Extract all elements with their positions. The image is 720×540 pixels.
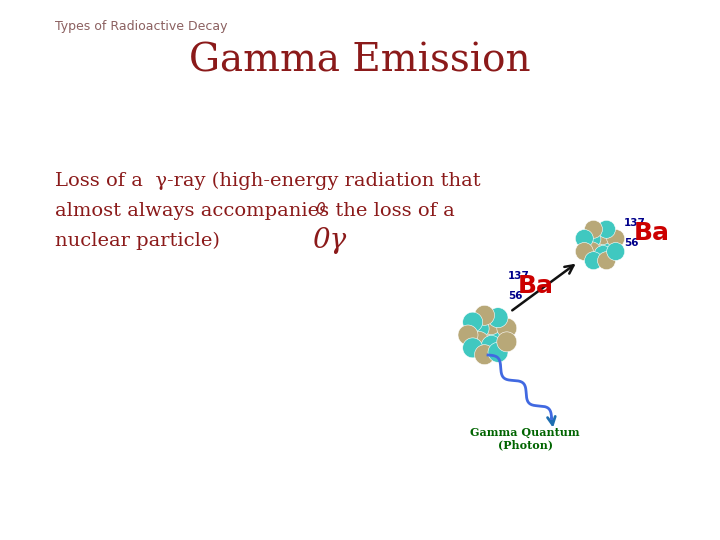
Circle shape bbox=[575, 230, 593, 247]
Circle shape bbox=[474, 305, 495, 325]
Text: almost always accompanies the loss of a: almost always accompanies the loss of a bbox=[55, 202, 455, 220]
Text: Gamma Quantum: Gamma Quantum bbox=[470, 427, 580, 437]
Text: Ba: Ba bbox=[634, 221, 670, 245]
Circle shape bbox=[474, 345, 495, 364]
Text: 56: 56 bbox=[508, 291, 523, 301]
Text: Loss of a  γ-ray (high-energy radiation that: Loss of a γ-ray (high-energy radiation t… bbox=[55, 172, 481, 190]
Circle shape bbox=[463, 338, 482, 358]
Circle shape bbox=[488, 308, 508, 328]
Text: (Photon): (Photon) bbox=[498, 440, 553, 451]
Text: 137: 137 bbox=[508, 271, 530, 281]
Circle shape bbox=[607, 242, 625, 260]
Text: 56: 56 bbox=[624, 238, 639, 248]
Circle shape bbox=[575, 242, 593, 260]
Circle shape bbox=[598, 252, 616, 269]
Circle shape bbox=[594, 246, 612, 264]
Text: nuclear particle): nuclear particle) bbox=[55, 232, 220, 250]
Circle shape bbox=[601, 236, 619, 254]
Circle shape bbox=[583, 230, 601, 248]
Circle shape bbox=[489, 325, 509, 345]
Circle shape bbox=[469, 332, 489, 352]
Circle shape bbox=[488, 342, 508, 362]
Circle shape bbox=[598, 220, 616, 238]
Text: Gamma Emission: Gamma Emission bbox=[189, 42, 531, 79]
Circle shape bbox=[594, 226, 612, 245]
Text: Ba: Ba bbox=[518, 274, 554, 298]
Circle shape bbox=[458, 325, 478, 345]
Circle shape bbox=[585, 252, 603, 269]
Circle shape bbox=[583, 242, 601, 260]
Circle shape bbox=[482, 335, 501, 355]
Text: 0γ: 0γ bbox=[312, 226, 346, 253]
Text: 0: 0 bbox=[315, 202, 325, 218]
Circle shape bbox=[591, 236, 609, 254]
Text: Types of Radioactive Decay: Types of Radioactive Decay bbox=[55, 20, 228, 33]
Circle shape bbox=[497, 332, 517, 352]
Circle shape bbox=[469, 319, 489, 339]
Text: 137: 137 bbox=[624, 218, 646, 228]
Circle shape bbox=[585, 220, 603, 238]
Circle shape bbox=[607, 230, 625, 247]
Circle shape bbox=[482, 314, 501, 335]
Circle shape bbox=[478, 325, 498, 345]
Circle shape bbox=[497, 318, 517, 338]
Circle shape bbox=[463, 312, 482, 332]
